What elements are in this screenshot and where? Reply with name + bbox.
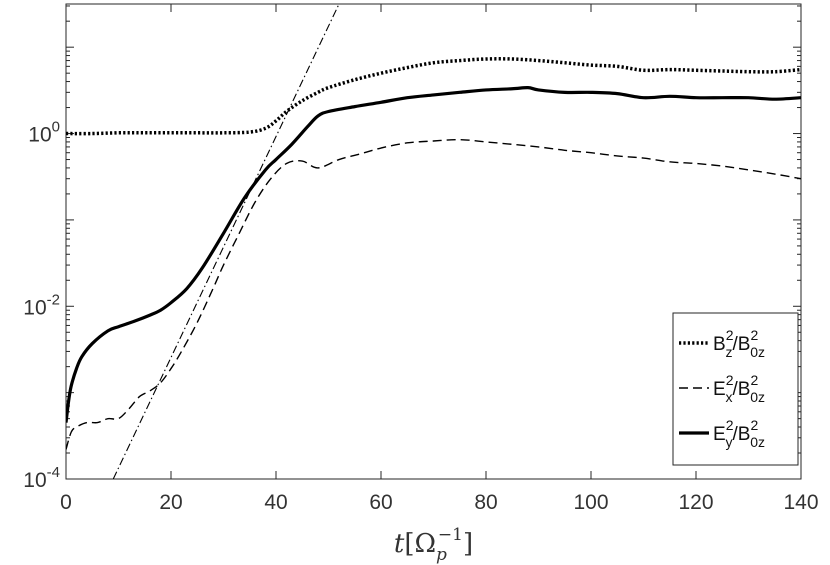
x-tick-label: 120 bbox=[678, 491, 713, 514]
series-layer bbox=[66, 4, 801, 479]
x-tick-label: 140 bbox=[783, 491, 818, 514]
plot-frame bbox=[65, 3, 802, 480]
axes-layer: 0 20 40 60 80 100 120 140 10-4 10-2 100 bbox=[23, 3, 819, 514]
x-axis-label: t[Ωp−1] bbox=[394, 525, 473, 565]
x-tick-label: 60 bbox=[369, 491, 392, 514]
y-tick-label: 100 bbox=[28, 119, 60, 147]
x-tick-label: 0 bbox=[60, 491, 72, 514]
legend-box bbox=[672, 312, 799, 466]
series-ey2 bbox=[66, 86, 801, 423]
legend-label: B2 z/B2 0z bbox=[713, 327, 765, 360]
y-tick-label: 10-4 bbox=[23, 464, 60, 492]
legend-entry-ey2: E2 y/B2 0z bbox=[679, 417, 765, 450]
legend-label: E2 x/B2 0z bbox=[713, 372, 765, 405]
legend-label: E2 y/B2 0z bbox=[713, 417, 765, 450]
series-bz2 bbox=[66, 57, 801, 136]
x-tick-label: 20 bbox=[159, 491, 182, 514]
x-tick-label: 40 bbox=[264, 491, 287, 514]
series-growth-fit bbox=[112, 4, 340, 479]
legend: B2 z/B2 0z E2 x/B2 0z E2 y/B2 0z bbox=[672, 312, 799, 466]
legend-entry-ex2: E2 x/B2 0z bbox=[679, 372, 765, 405]
series-ex2 bbox=[66, 138, 801, 450]
legend-entry-bz2: B2 z/B2 0z bbox=[679, 327, 765, 360]
x-axis-label-group: t[Ωp−1] bbox=[394, 525, 473, 565]
x-tick-label: 100 bbox=[573, 491, 608, 514]
y-tick-label: 10-2 bbox=[23, 291, 60, 319]
x-tick-label: 80 bbox=[474, 491, 497, 514]
